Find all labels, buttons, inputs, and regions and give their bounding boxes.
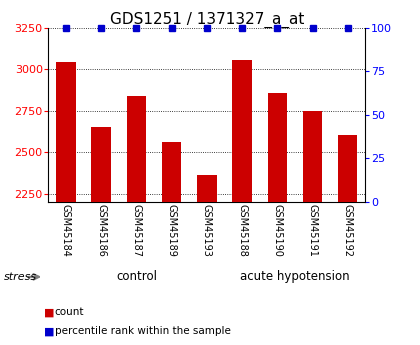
Bar (268, 93, 287, 202)
Title: GDS1251 / 1371327_a_at: GDS1251 / 1371327_a_at (110, 11, 304, 28)
Text: GSM45189: GSM45189 (167, 204, 177, 257)
Bar (197, 175, 217, 202)
Text: stress: stress (4, 272, 37, 282)
Bar (162, 142, 181, 202)
Text: GSM45187: GSM45187 (131, 204, 142, 257)
Text: GSM45190: GSM45190 (272, 204, 282, 257)
Bar (232, 60, 252, 202)
Bar (92, 127, 111, 202)
Text: percentile rank within the sample: percentile rank within the sample (55, 326, 231, 336)
Bar (56, 62, 76, 202)
Bar (127, 96, 146, 202)
Text: GSM45188: GSM45188 (237, 204, 247, 257)
Text: GSM45191: GSM45191 (307, 204, 318, 257)
Text: control: control (116, 270, 157, 283)
Text: GSM45184: GSM45184 (61, 204, 71, 257)
Text: ■: ■ (44, 326, 55, 336)
Text: ■: ■ (44, 307, 55, 317)
Text: GSM45193: GSM45193 (202, 204, 212, 257)
Text: count: count (55, 307, 84, 317)
Text: GSM45192: GSM45192 (343, 204, 353, 257)
Text: GSM45186: GSM45186 (96, 204, 106, 257)
Text: acute hypotension: acute hypotension (240, 270, 350, 283)
Bar (338, 136, 357, 202)
Bar (303, 110, 322, 202)
